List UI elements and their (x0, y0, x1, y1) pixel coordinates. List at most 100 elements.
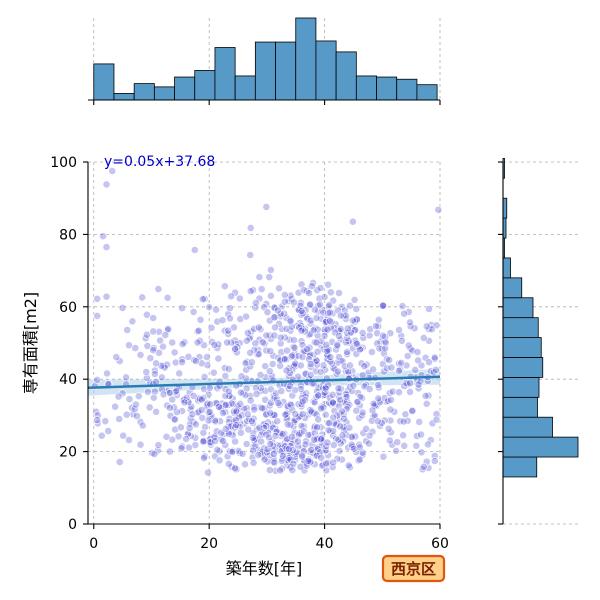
scatter-point (343, 324, 352, 333)
scatter-point (159, 390, 168, 399)
right-hist-bar (502, 416, 553, 438)
scatter-point (212, 427, 221, 436)
scatter-point (280, 297, 289, 306)
scatter-point (426, 436, 435, 444)
top-hist-bar (335, 51, 357, 101)
scatter-point (224, 329, 233, 338)
scatter-point (102, 292, 111, 301)
scatter-point (358, 450, 367, 459)
scatter-point (321, 410, 330, 419)
scatter-point (350, 295, 359, 304)
regression-equation-label: y=0.05x+37.68 (104, 154, 215, 170)
scatter-point (138, 293, 147, 302)
scatter-point (142, 310, 151, 319)
scatter-point (183, 430, 192, 439)
scatter-point (177, 444, 186, 453)
scatter-point (333, 367, 342, 376)
scatter-point (289, 459, 298, 468)
scatter-point (252, 390, 261, 398)
scatter-point (348, 316, 357, 325)
scatter-point (226, 304, 234, 313)
scatter-point (150, 370, 159, 378)
scatter-point (323, 325, 332, 334)
scatter-point (221, 401, 230, 410)
scatter-point (400, 441, 409, 450)
top-hist-bar (396, 78, 418, 101)
y-tick-label: 40 (59, 372, 77, 388)
scatter-point (157, 373, 166, 382)
scatter-point (403, 352, 412, 360)
scatter-point (221, 400, 230, 409)
scatter-point (236, 388, 245, 397)
scatter-point (174, 432, 183, 441)
scatter-point (178, 340, 187, 348)
scatter-point (354, 456, 363, 465)
scatter-point (378, 331, 387, 340)
scatter-point (223, 338, 231, 347)
scatter-point (434, 205, 443, 214)
scatter-point (317, 435, 325, 444)
scatter-point (241, 359, 250, 368)
scatter-point (395, 388, 403, 397)
scatter-point (313, 325, 322, 334)
scatter-point (263, 308, 272, 317)
scatter-point (286, 317, 295, 326)
scatter-point (432, 365, 440, 374)
scatter-point (142, 373, 151, 382)
scatter-point (414, 356, 422, 365)
scatter-point (93, 294, 102, 303)
right-hist-bar (502, 197, 508, 219)
scatter-point (290, 343, 299, 352)
scatter-point (197, 395, 206, 404)
scatter-point (399, 417, 408, 426)
scatter-point (207, 323, 216, 332)
scatter-point (276, 361, 285, 370)
scatter-point (93, 416, 102, 424)
scatter-point (376, 398, 384, 407)
right-marginal-histogram (502, 157, 579, 478)
scatter-point (326, 288, 335, 297)
scatter-point (249, 286, 257, 294)
scatter-point (422, 399, 431, 408)
scatter-point (224, 365, 233, 373)
scatter-point (329, 399, 338, 407)
scatter-point (232, 407, 241, 416)
scatter-point (115, 458, 124, 466)
scatter-point (286, 291, 295, 300)
scatter-point (102, 243, 111, 251)
scatter-point (251, 339, 260, 348)
district-badge-box (381, 554, 446, 583)
scatter-point (93, 375, 102, 384)
scatter-point (103, 369, 111, 378)
scatter-point (219, 408, 227, 417)
scatter-point (227, 338, 235, 347)
scatter-point (414, 380, 423, 389)
scatter-point (176, 423, 185, 432)
scatter-point (346, 361, 354, 370)
scatter-point (266, 347, 275, 355)
scatter-point (360, 362, 369, 371)
scatter-point (329, 296, 338, 305)
scatter-point (379, 452, 388, 461)
scatter-point (424, 391, 433, 400)
scatter-point (172, 408, 181, 416)
scatter-point (131, 400, 140, 409)
scatter-point (341, 367, 350, 376)
scatter-point (321, 365, 330, 374)
scatter-point (413, 348, 422, 356)
scatter-point (154, 285, 163, 293)
scatter-point (305, 355, 313, 364)
axes (83, 99, 504, 529)
scatter-point (190, 246, 199, 254)
scatter-point (206, 400, 215, 409)
scatter-point (250, 324, 259, 333)
scatter-point (298, 410, 307, 418)
scatter-point (114, 392, 123, 401)
top-hist-bar (194, 70, 216, 101)
scatter-point (358, 328, 367, 337)
scatter-point (243, 328, 252, 337)
scatter-point (276, 466, 285, 475)
scatter-point (271, 432, 280, 440)
scatter-point (325, 301, 334, 309)
scatter-point (101, 417, 110, 426)
